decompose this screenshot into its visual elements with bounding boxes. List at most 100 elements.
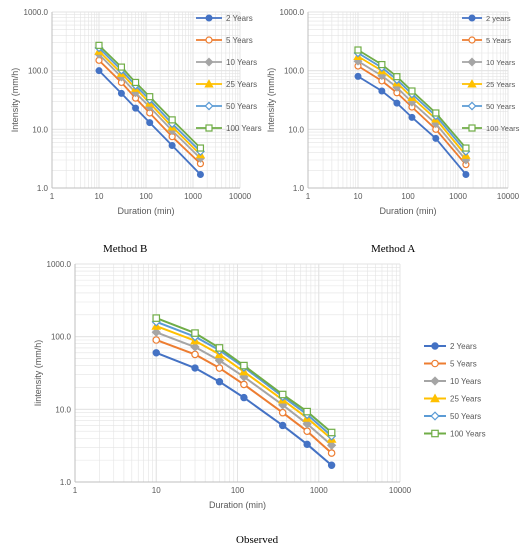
legend-marker <box>430 393 440 403</box>
data-point <box>214 355 225 366</box>
y-tick-label: 100.0 <box>51 333 72 342</box>
data-point <box>95 41 103 49</box>
legend-marker <box>467 57 477 67</box>
series-line <box>98 59 202 165</box>
data-point <box>278 400 288 410</box>
legend-entry: 50 Years <box>462 101 515 111</box>
y-tick-label: 10.0 <box>288 125 304 134</box>
series-100-years <box>152 314 336 437</box>
legend-marker <box>468 36 476 44</box>
legend-marker <box>468 124 476 132</box>
y-axis-label: Intensity (mm/h) <box>10 68 20 133</box>
legend-entry: 25 Years <box>462 79 515 89</box>
data-point <box>146 93 154 101</box>
series-5-years <box>152 336 336 457</box>
y-tick-label: 1.0 <box>60 478 72 487</box>
data-point <box>95 67 103 75</box>
data-point <box>303 440 311 449</box>
legend-marker <box>431 429 439 438</box>
legend-marker <box>431 359 439 368</box>
data-point <box>240 361 248 370</box>
x-axis-label: Duration (min) <box>117 206 174 216</box>
data-point <box>196 170 204 178</box>
x-tick-label: 100 <box>139 192 153 201</box>
data-point <box>432 134 440 142</box>
data-point <box>191 350 199 359</box>
legend-label: 5 Years <box>486 36 511 45</box>
x-tick-label: 1000 <box>449 192 467 201</box>
series-line <box>357 52 467 153</box>
data-point <box>240 380 248 389</box>
y-tick-label: 1.0 <box>293 184 305 193</box>
x-tick-label: 1000 <box>310 486 328 495</box>
chart-1: 1 10 100 1000 10000 1.0 10.0 100.0 1000.0 Duratio… <box>10 8 262 216</box>
data-point <box>215 378 224 386</box>
legend-marker <box>204 79 214 88</box>
legend-entry: 2 years <box>462 14 511 23</box>
y-tick-label: 10.0 <box>32 125 48 134</box>
legend-entry: 10 Years <box>462 57 515 67</box>
legend-marker <box>431 342 439 350</box>
x-tick-label: 10000 <box>229 192 252 201</box>
data-point <box>191 364 199 372</box>
legend-label: 25 Years <box>486 80 515 89</box>
y-axis-label: Iintensity (mm/h) <box>33 340 43 407</box>
data-point <box>432 109 440 117</box>
legend-label: 5 Years <box>450 360 477 369</box>
series-line <box>98 47 202 153</box>
data-point <box>302 419 312 429</box>
data-point <box>408 87 416 95</box>
chart-3: 1 10 100 1000 10000 1.0 10.0 100.0 1000.0 Duratio… <box>33 260 486 510</box>
legend-label: 50 Years <box>226 102 257 111</box>
data-point <box>408 113 416 121</box>
legend-entry: 10 Years <box>196 57 257 67</box>
series-line <box>357 55 467 156</box>
series-line <box>98 53 202 160</box>
series-100-years <box>95 41 205 152</box>
legend-entry: 2 Years <box>424 342 477 351</box>
x-tick-label: 100 <box>401 192 415 201</box>
legend-entry: 100 Years <box>424 430 486 439</box>
x-tick-label: 1 <box>50 192 55 201</box>
data-point <box>190 342 200 352</box>
data-point <box>278 390 287 399</box>
legend-entry: 25 Years <box>424 393 481 404</box>
series-2-years <box>354 72 470 178</box>
y-tick-label: 1.0 <box>37 184 49 193</box>
series-2-years <box>95 67 204 178</box>
legend-label: 25 Years <box>450 395 481 404</box>
legend-entry: 25 Years <box>196 79 257 89</box>
data-point <box>151 327 161 337</box>
data-point <box>152 349 160 357</box>
legend-label: 100 Years <box>226 124 262 133</box>
legend-label: 10 Years <box>450 377 481 386</box>
data-point <box>327 461 336 469</box>
caption-observed: Observed <box>236 534 279 546</box>
legend-entry: 5 Years <box>196 36 253 45</box>
x-tick-label: 1 <box>306 192 311 201</box>
legend-marker <box>467 101 477 111</box>
y-tick-label: 10.0 <box>55 405 71 414</box>
y-tick-label: 100.0 <box>28 67 49 76</box>
y-tick-label: 1000.0 <box>24 8 49 17</box>
data-point <box>168 116 176 124</box>
legend-marker <box>204 57 214 67</box>
legend-label: 100 Years <box>450 430 486 439</box>
legend-entry: 50 Years <box>196 101 257 111</box>
data-point <box>152 336 161 344</box>
data-point <box>215 344 224 352</box>
data-point <box>393 73 401 81</box>
x-axis-label: Duration (min) <box>209 500 266 510</box>
series-line <box>357 49 467 149</box>
data-point <box>132 104 140 112</box>
y-tick-label: 1000.0 <box>47 260 72 269</box>
data-point <box>303 407 311 416</box>
legend-entry: 2 Years <box>196 14 253 23</box>
gridlines <box>51 11 241 189</box>
legend-marker <box>204 101 214 111</box>
legend-marker <box>205 36 213 44</box>
series-line <box>357 65 467 166</box>
data-point <box>462 144 470 152</box>
data-point <box>303 427 311 436</box>
legend-marker <box>205 14 213 22</box>
